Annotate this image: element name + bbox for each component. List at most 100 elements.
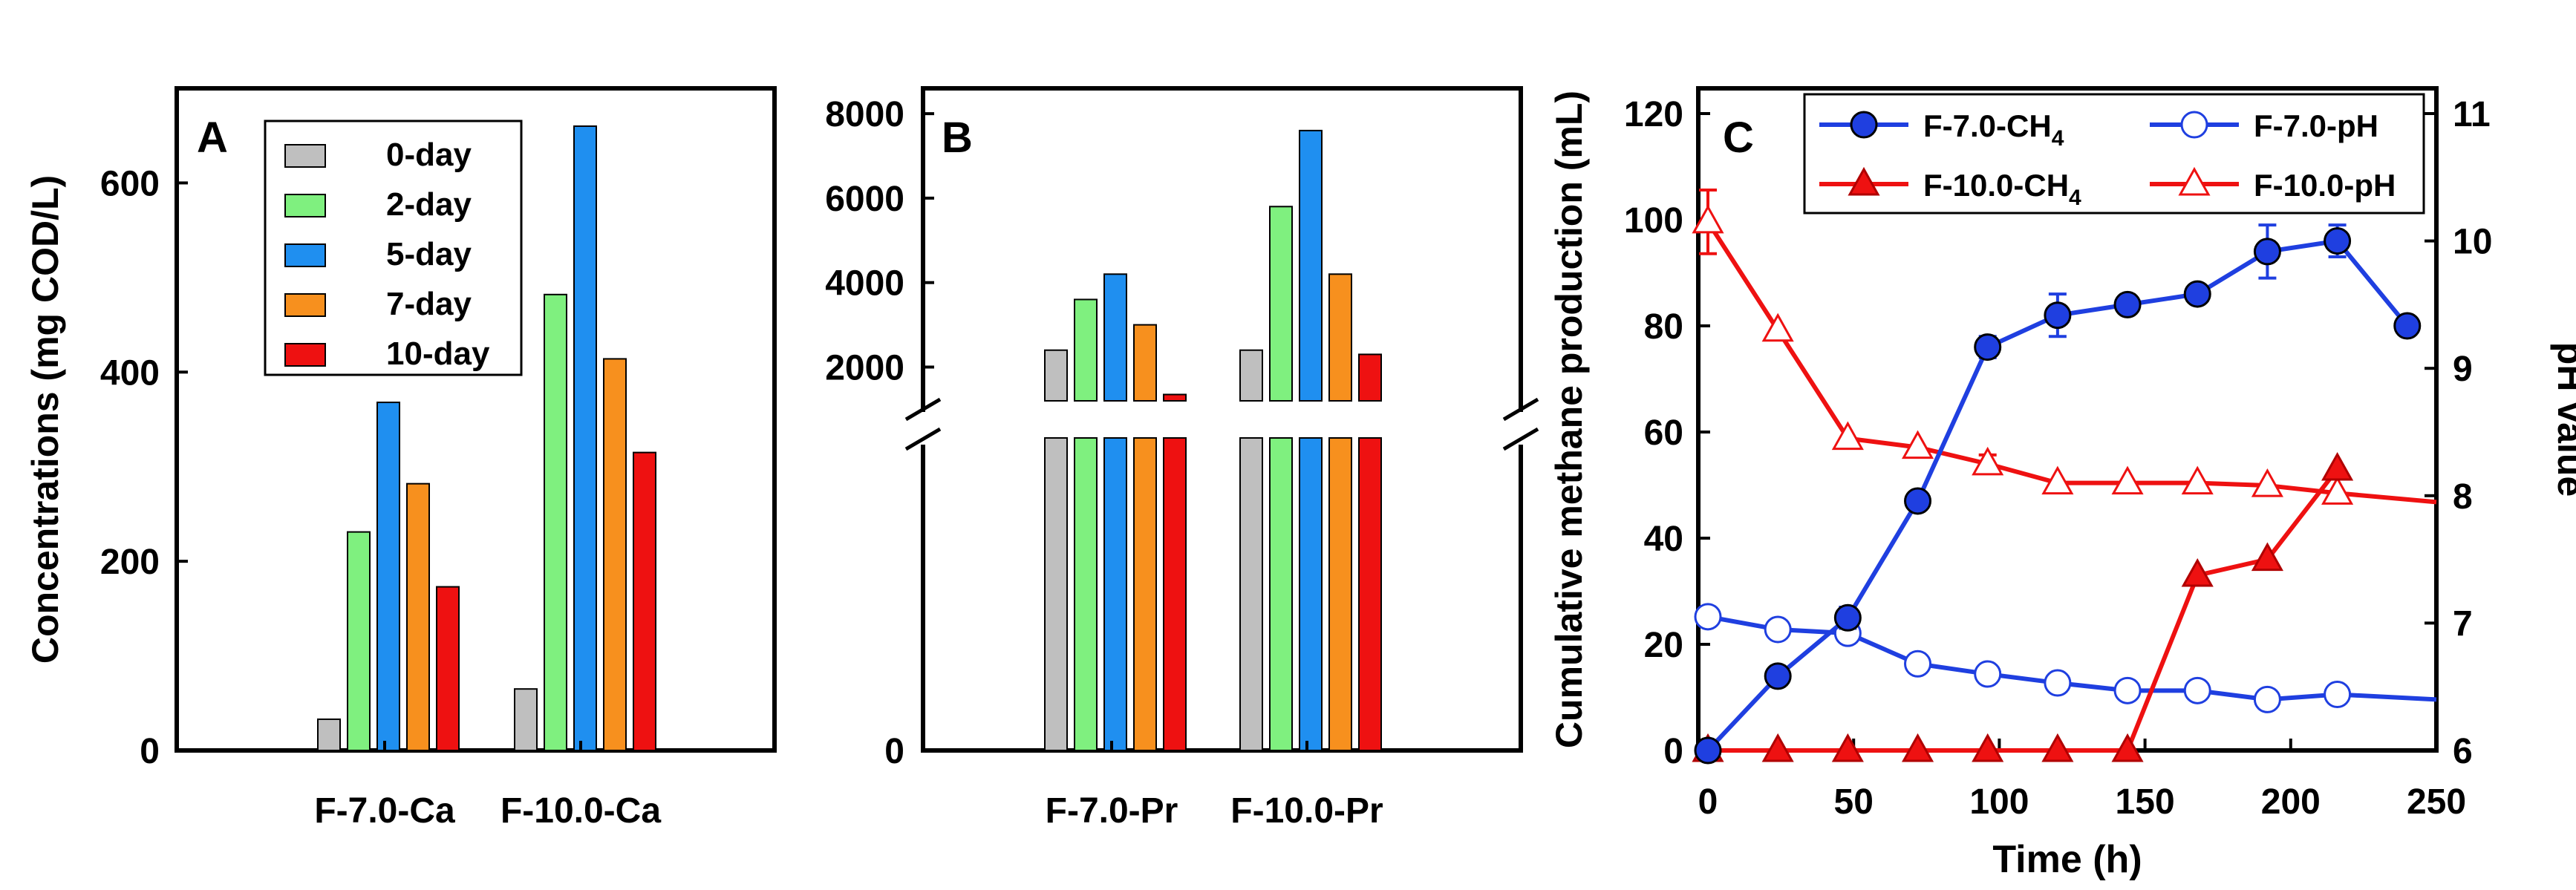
panel-a-x-tick-label: F-7.0-Ca: [314, 791, 455, 831]
panel-a-legend-label: 5-day: [386, 236, 472, 272]
panel-a-legend-items: 0-day 2-day 5-day 7-day 10-day: [284, 137, 490, 372]
panel-a-bar: [436, 586, 460, 752]
panel-b-x-tick-label: F-10.0-Pr: [1230, 791, 1383, 831]
panel-c-y2-axis-label: pH value: [2550, 342, 2576, 497]
panel-b-axis-break-left: [904, 397, 942, 451]
panel-c-legend-marker: [2178, 166, 2211, 196]
panel-c-legend-marker: [1850, 111, 1878, 139]
panel-a-bars: [317, 125, 656, 752]
panel-c-y2-tick-label: 8: [2453, 477, 2473, 517]
panel-b-x-tick-label: F-7.0-Pr: [1046, 791, 1178, 831]
panel-b-bar-lower: [1358, 437, 1382, 751]
panel-c-legend-label-subscript: 4: [2069, 186, 2081, 210]
panel-a-y-ticks: 0 200 400 600: [100, 164, 188, 771]
panel-b-bar-upper: [1358, 353, 1382, 402]
panel-c-letter: C: [1723, 114, 1754, 162]
panel-a-bar: [514, 688, 538, 752]
panel-c-y2-tick-label: 11: [2453, 95, 2491, 134]
panel-c-series-line: [1706, 220, 2437, 505]
panel-a-legend-label: 7-day: [386, 286, 472, 322]
panel-a-frame: [175, 86, 777, 753]
panel-c-point: [1694, 736, 1722, 765]
panel-c-series: [1692, 188, 2437, 765]
panel-a-y-tick-label: 400: [100, 353, 160, 393]
panel-b-y-tick-label: 2000: [825, 348, 904, 387]
panel-b: B 0 2000 4000 6000 8000 F-7.0-Pr F-10.0-Pr: [825, 86, 1539, 831]
panel-c-legend-label: F-10.0-CH4: [1923, 168, 2081, 210]
panel-a-legend-label: 0-day: [386, 137, 472, 173]
panel-b-bar-upper: [1269, 206, 1293, 402]
panel-a-legend-swatch: [284, 243, 326, 267]
panel-b-bar-lower: [1269, 437, 1293, 751]
panel-b-y-tick-label: 4000: [825, 264, 904, 304]
panel-c-x-tick-label: 200: [2261, 782, 2321, 822]
panel-c-point: [1764, 662, 1792, 690]
panel-b-bar-lower: [1299, 437, 1323, 751]
panel-c-point: [1694, 603, 1722, 631]
panel-c-point: [2253, 238, 2281, 266]
panel-c-legend-marker: [2180, 111, 2208, 139]
panel-c-legend-items: F-7.0-CH4 F-7.0-pHF-10.0-CH4 F-10.0-pH: [1819, 108, 2396, 210]
panel-b-bar-lower: [1074, 437, 1098, 751]
panel-c-point: [2111, 465, 2144, 495]
panel-c-point: [2111, 733, 2144, 762]
panel-c-legend-marker: [1848, 166, 1880, 196]
panel-a-bar: [544, 293, 567, 751]
panel-c-point: [1833, 603, 1862, 632]
panel-c-point: [2251, 542, 2283, 572]
panel-b-bar-lower: [1328, 437, 1352, 751]
panel-c-point: [2321, 451, 2354, 481]
panel-c-legend-label: F-7.0-pH: [2254, 108, 2378, 143]
panel-c-point: [1972, 733, 2004, 762]
panel-c-y2-tick-label: 10: [2453, 223, 2492, 262]
panel-a-y-tick-label: 600: [100, 164, 160, 203]
panel-b-frame: [921, 86, 1523, 753]
panel-b-y-tick-label: 0: [884, 732, 904, 771]
panel-c-point: [2181, 465, 2214, 495]
panel-c-point: [2041, 733, 2074, 762]
panel-b-bar-lower: [1163, 437, 1187, 751]
panel-a-bar: [633, 451, 656, 751]
panel-c-point: [2041, 465, 2074, 495]
panel-c-point: [1974, 660, 2002, 688]
panel-a-legend-swatch: [284, 293, 326, 317]
panel-c-point: [2321, 476, 2354, 505]
panel-c-point: [1692, 204, 1724, 234]
panel-c-x-tick-label: 0: [1698, 782, 1718, 822]
panel-c-point: [1901, 733, 1934, 762]
panel-c-point: [2181, 557, 2214, 587]
panel-c-point: [1904, 649, 1932, 678]
panel-c-point: [2183, 676, 2211, 704]
panel-c-y2-tick-label: 6: [2453, 732, 2473, 771]
panel-a-x-tick-label: F-10.0-Ca: [500, 791, 661, 831]
panel-c-point: [2324, 680, 2352, 708]
panel-b-bar-upper: [1299, 129, 1323, 402]
panel-a-legend-swatch: [284, 194, 326, 217]
panel-c-x-tick-label: 50: [1834, 782, 1874, 822]
panel-a-y-axis-label: Concentrations (mg COD/L): [25, 175, 66, 664]
panel-c-point: [2253, 685, 2281, 713]
panel-a-legend-swatch: [284, 343, 326, 367]
panel-c-y-tick-label: 0: [1663, 732, 1683, 771]
panel-b-bar-upper: [1103, 273, 1127, 402]
panel-a-x-labels: F-7.0-Ca F-10.0-Ca: [314, 741, 661, 831]
panel-c-y-tick-label: 100: [1624, 201, 1683, 241]
panel-c-x-tick-label: 150: [2116, 782, 2175, 822]
panel-c-y-axis-label: Cumulative methane production (mL): [1548, 91, 1590, 748]
panel-b-bar-upper: [1133, 324, 1157, 402]
panel-c-x-tick-label: 100: [1969, 782, 2029, 822]
panel-a-legend-swatch: [284, 144, 326, 168]
panel-c-legend-label-base: F-7.0-pH: [2254, 108, 2378, 143]
panel-a-bar: [347, 531, 371, 751]
panel-b-x-labels: F-7.0-Pr F-10.0-Pr: [1046, 741, 1383, 831]
panel-b-bar-lower: [1044, 437, 1068, 751]
panel-c-point: [2113, 290, 2142, 318]
panel-b-y-tick-label: 6000: [825, 180, 904, 219]
panel-c-point: [2251, 468, 2283, 497]
panel-b-axis-break-right: [1502, 397, 1539, 451]
panel-b-bar-upper: [1163, 393, 1187, 402]
panel-c-point: [2044, 669, 2072, 697]
panel-c-point: [1904, 487, 1932, 515]
panel-c-point: [1901, 430, 1934, 459]
